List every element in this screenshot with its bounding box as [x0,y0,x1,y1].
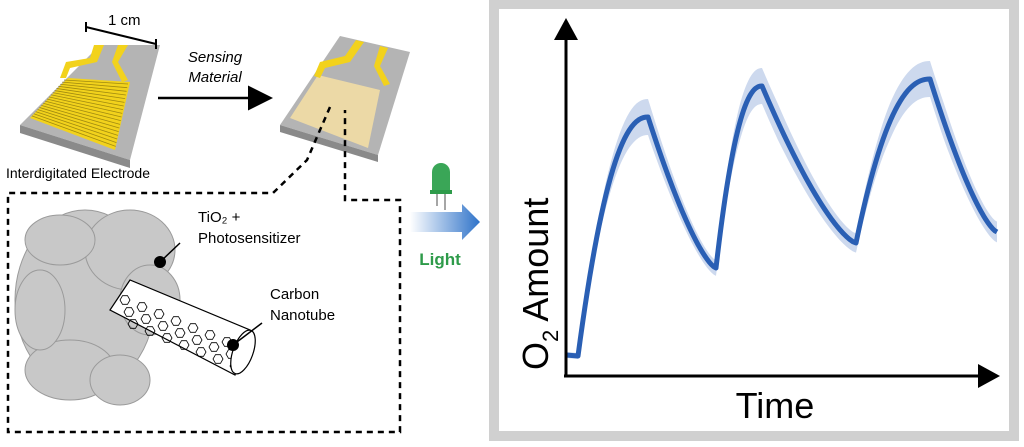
light-label: Light [419,250,461,269]
chart-frame [489,0,1019,441]
electrode-label: Interdigitated Electrode [6,165,150,181]
y-axis-arrow [554,18,578,40]
x-axis-label: Time [736,385,815,426]
photosensitizer-label: Photosensitizer [198,230,301,247]
light-arrow [410,204,480,240]
y-axis-label: O2 Amount [515,198,563,370]
uncertainty-band [566,61,997,359]
carbon-nanotube [109,279,256,376]
interdigitated-electrode-image [20,45,160,168]
tio2-pointer-dot [154,256,166,268]
carbon-label: Carbon [270,286,319,303]
tio2-particle-cluster [14,209,181,406]
nanotube-pointer [232,322,263,346]
nanotube-label: Nanotube [270,307,335,324]
o2-curve [565,76,999,359]
scale-label: 1 cm [108,12,141,29]
material-label: Material [188,69,242,86]
tio2-label: TiO₂ + [198,209,241,226]
x-axis-arrow [978,364,1000,388]
scale-bar [85,22,157,49]
led-icon [430,163,452,210]
coated-electrode-image [280,36,410,162]
nanotube-pointer-dot [227,339,239,351]
zoom-callout-box [6,106,402,434]
sensing-label: Sensing [188,49,243,66]
